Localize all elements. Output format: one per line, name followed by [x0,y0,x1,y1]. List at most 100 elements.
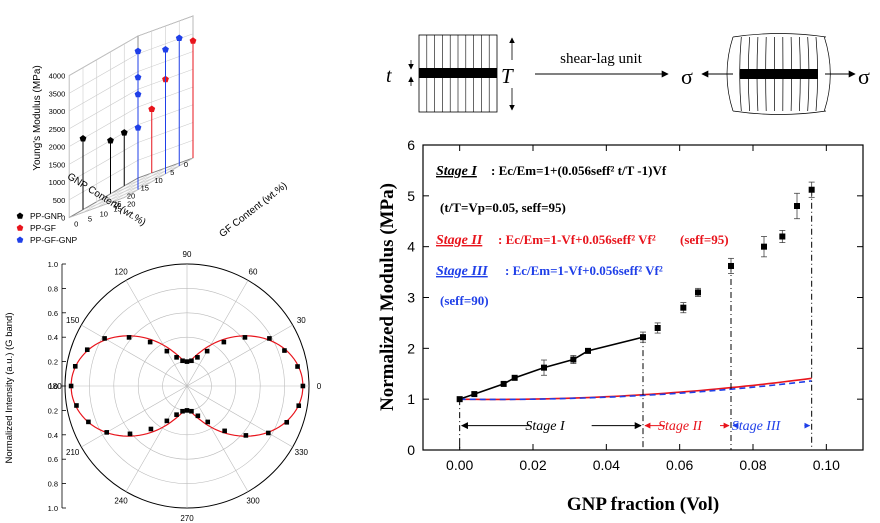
polar-spoke [81,324,293,448]
stem-marker [107,137,114,144]
radial-tick-label: 0.8 [48,480,58,489]
polar-point [195,355,200,360]
eq3-title: Stage III [436,264,488,279]
modulus-ylabel: Normalized Modulus (MPa) [377,183,398,411]
deformed-platelet [740,69,818,79]
deformed-top [732,33,827,38]
angle-tick-label: 30 [297,316,306,325]
polar-panel: 1.0 0.8 0.6 0.4 0.2 0.0 0.2 0.4 0.6 0.8 1.0 90 60 30… [4,250,322,523]
sigma-right: σ [858,64,870,89]
grid-z-gnp [69,71,139,112]
gf-tick-label: 10 [100,210,108,219]
polar-point [72,363,78,369]
equation-stage-3: Stage III : Ec/Em=1-Vf+0.056seff² Vf² (s… [436,263,663,308]
z-tick-label: 3500 [49,89,66,98]
eq2-body: : Ec/Em=1-Vf+0.056seff² Vf² [498,232,656,247]
sigma-left: σ [681,64,693,89]
modulus-point [761,243,767,250]
y-tick-label: 5 [407,188,415,204]
gnp-tick-label: 15 [141,184,149,193]
angle-tick-label: 240 [114,496,128,505]
polar-point [184,359,190,364]
modulus-xlabel: GNP fraction (Vol) [567,494,719,515]
grid-z-gnp [69,35,139,76]
polar-point [266,430,271,436]
polar-point [164,418,170,424]
radial-tick-label: 0.6 [48,309,58,318]
z-tick-label: 1500 [49,160,66,169]
modulus-point [654,325,661,331]
eq3-params: (seff=90) [440,293,489,308]
deformed-bottom [732,110,827,115]
grid-z-gnp [69,53,139,94]
gnp-tick-label: 25 [113,200,121,209]
polar-point [282,348,287,353]
z-tick-label: 4000 [49,72,66,81]
z-tick-label: 2500 [49,125,66,134]
angle-tick-label: 300 [246,496,260,505]
gnp-tick-label: 5 [170,168,174,177]
y-tick-label: 6 [407,137,415,153]
stem-marker [120,129,128,136]
modulus-point [511,374,518,381]
polar-point [296,403,302,409]
stem-3d-ylabel: GF Content (wt.%) [217,180,289,240]
polar-point [284,420,290,425]
radial-tick-label: 0.6 [48,455,58,464]
radial-tick-label: 0.2 [48,358,58,367]
grid-z-gnp [69,88,139,130]
polar-point [74,403,79,408]
stage-1-label: Stage I [525,419,566,434]
polar-point [164,348,170,354]
eq2-title: Stage II [436,233,483,248]
stem-3d-ticks: 0 500 1000 1500 2000 2500 3000 3500 4000 0 5 10 15 20… [49,72,189,229]
gf-tick-label: 15 [113,205,121,214]
angle-tick-label: 330 [295,448,309,457]
polar-point [295,364,300,369]
polar-point [104,430,110,435]
angle-tick-label: 150 [66,316,80,325]
y-tick-label: 0 [407,442,415,458]
x-tick-label: 0.08 [739,457,766,473]
label-t: t [386,65,392,87]
polar-point [195,413,201,419]
label-T: T [501,64,514,88]
polar-point [102,336,107,341]
deformed-line [726,36,734,112]
modulus-point [640,334,646,341]
x-tick-label: 0.04 [593,457,620,473]
radial-tick-label: 0.0 [48,382,58,391]
stem-marker [189,37,197,44]
polar-point [204,348,210,354]
polar-point [68,383,74,389]
z-tick-label: 2000 [49,143,66,152]
grid-gf-floor [110,162,180,203]
polar-point [242,335,248,340]
stem-marker [79,135,87,142]
stem-3d-grid [68,15,194,218]
polar-point [221,339,227,345]
stage-3-label: Stage III [732,419,782,434]
z-tick-label: 500 [53,196,66,205]
modulus-curves [459,336,812,401]
radial-tick-label: 0.4 [48,333,58,342]
stem-marker [175,34,183,41]
polar-point [189,408,194,414]
polar-point [127,431,133,437]
legend-label-pp-gnp: PP-GNP [30,211,63,221]
legend-marker-pp-gnp [16,212,24,219]
polar-point [243,433,249,438]
x-tick-label: 0.00 [446,457,473,473]
radial-tick-label: 0.2 [48,406,58,415]
polar-point [147,339,153,345]
legend-entry-pp-gf-gnp: PP-GF-GNP [16,235,78,245]
stage-2-label: Stage II [658,419,703,434]
eq2-params: (seff=95) [680,232,729,247]
modulus-point [541,364,547,371]
gnp-tick-label: 0 [184,160,188,169]
polar-point [84,347,90,352]
gf-tick-label: 0 [74,220,78,229]
stem-3d-stems [79,34,197,210]
stem-marker [148,105,156,112]
legend-label-pp-gf: PP-GF [30,223,56,233]
